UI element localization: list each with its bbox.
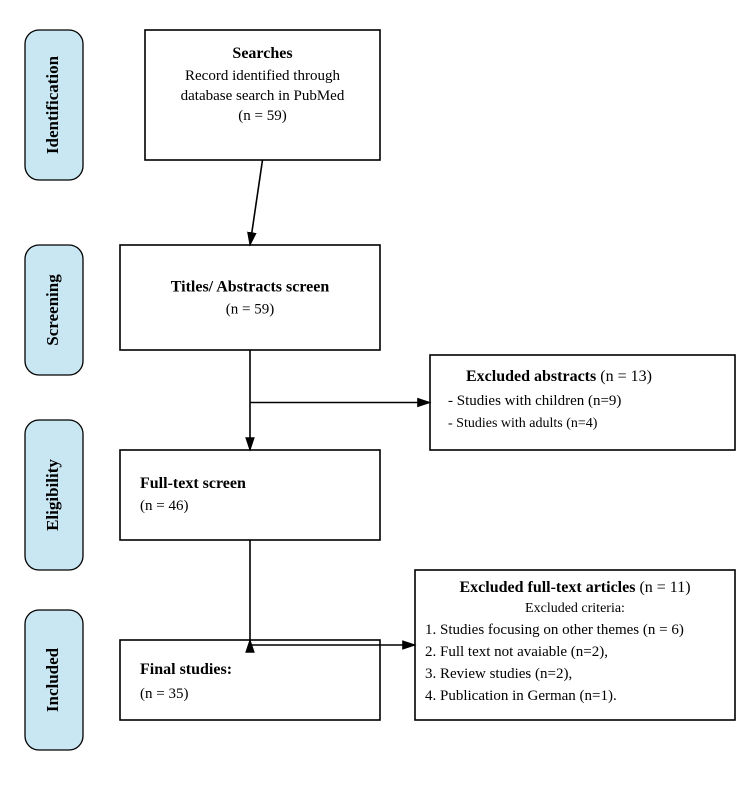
svg-text:1. Studies focusing on other: 1. Studies focusing on other themes (n =…	[425, 622, 684, 638]
stage-identification: Identification	[25, 30, 83, 180]
svg-text:Full-text screen: Full-text screen	[140, 475, 246, 492]
svg-text:(n = 35): (n = 35)	[140, 686, 188, 702]
stage-eligibility: Eligibility	[25, 420, 83, 570]
box-searches: Searches Record identified through databas…	[145, 30, 380, 160]
svg-text:4. Publication in German (n=1: 4. Publication in German (n=1).	[425, 688, 617, 704]
stage-label-included: Included	[43, 647, 62, 712]
box-fulltext: Full-text screen (n = 46)	[120, 450, 380, 540]
svg-text:- Studies with adults (n=4): - Studies with adults (n=4)	[448, 416, 598, 431]
stage-label-screening: Screening	[43, 274, 62, 346]
svg-text:- Studies with children (n=9): - Studies with children (n=9)	[448, 393, 621, 409]
stage-label-identification: Identification	[43, 55, 62, 154]
svg-text:database search in PubMed: database search in PubMed	[181, 88, 345, 104]
svg-text:3. Review studies (n=2),: 3. Review studies (n=2),	[425, 666, 572, 682]
stage-screening: Screening	[25, 245, 83, 375]
svg-text:Excluded full-text articles (n: Excluded full-text articles (n = 11)	[459, 579, 690, 596]
svg-text:(n = 59): (n = 59)	[226, 302, 274, 318]
svg-text:Excluded criteria:: Excluded criteria:	[525, 601, 625, 616]
svg-text:Titles/ Abstracts screen: Titles/ Abstracts screen	[171, 279, 330, 296]
stage-label-eligibility: Eligibility	[43, 459, 62, 531]
svg-text:Record identified through: Record identified through	[185, 68, 340, 84]
svg-text:(n = 59): (n = 59)	[238, 108, 286, 124]
svg-text:Searches: Searches	[232, 45, 292, 62]
svg-text:Excluded abstracts (n = 13): Excluded abstracts (n = 13)	[466, 368, 652, 385]
stage-included: Included	[25, 610, 83, 750]
box-titles-abstracts: Titles/ Abstracts screen (n = 59)	[120, 245, 380, 350]
svg-text:(n = 46): (n = 46)	[140, 498, 188, 514]
box-excluded-abstracts: Excluded abstracts (n = 13) - Studies wit…	[430, 355, 735, 450]
box-excluded-fulltext: Excluded full-text articles (n = 11) Excl…	[415, 570, 735, 720]
svg-text:Final studies:: Final studies:	[140, 661, 232, 678]
svg-text:2. Full text not avaiable (n=: 2. Full text not avaiable (n=2),	[425, 644, 608, 660]
box-final: Final studies: (n = 35)	[120, 640, 380, 720]
